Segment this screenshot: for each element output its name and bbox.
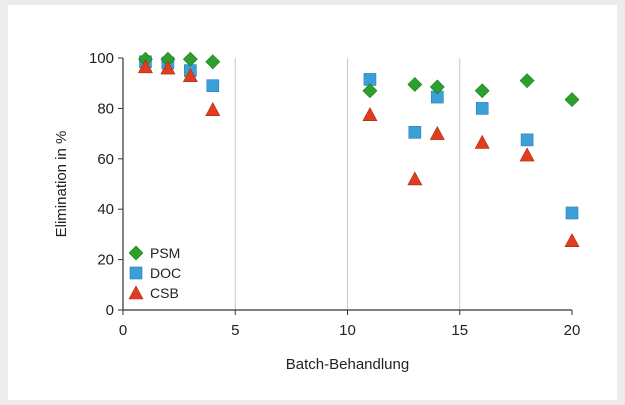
data-point-psm (519, 73, 535, 89)
y-axis-label: Elimination in % (53, 131, 70, 238)
x-tick-label: 5 (231, 322, 239, 339)
y-tick-label: 40 (97, 201, 114, 218)
data-point-csb (519, 147, 535, 162)
data-point-csb (564, 233, 580, 247)
data-point-doc (206, 79, 220, 93)
data-point-psm (429, 79, 445, 95)
data-point-doc (565, 206, 579, 220)
y-tick-label: 60 (97, 151, 114, 168)
legend-marker-doc (129, 266, 143, 280)
data-point-psm (564, 92, 580, 108)
y-tick-label: 0 (106, 302, 114, 319)
data-point-psm (205, 54, 221, 70)
data-point-doc (520, 133, 534, 147)
data-point-csb (407, 171, 423, 186)
legend-label-csb: CSB (150, 285, 179, 301)
series-psm (138, 51, 580, 108)
data-point-csb (182, 68, 198, 82)
legend-marker-psm (128, 245, 144, 261)
x-axis-label: Batch-Behandlung (286, 356, 409, 373)
data-point-psm (407, 77, 423, 92)
data-point-csb (205, 102, 221, 116)
data-point-psm (362, 83, 378, 99)
data-point-csb (137, 59, 153, 74)
legend-label-psm: PSM (150, 245, 180, 261)
chart-frame: 0 20 40 60 80 100 0 5 10 15 20 Batch-Behandlung El… (8, 5, 617, 400)
data-point-psm (474, 83, 490, 99)
x-tick-label: 15 (451, 322, 468, 339)
scatter-chart: 0 20 40 60 80 100 0 5 10 15 20 Batch-Behandlung El… (53, 50, 580, 373)
y-tick-label: 20 (97, 252, 114, 269)
x-tick-label: 0 (119, 322, 127, 339)
x-tick-label: 20 (564, 322, 581, 339)
axis-layer (118, 57, 573, 315)
data-point-psm (182, 51, 198, 67)
series-csb (137, 59, 580, 247)
legend-marker-csb (128, 285, 144, 300)
legend: PSM DOC CSB (128, 245, 181, 301)
data-point-csb (160, 60, 176, 75)
y-tick-label: 80 (97, 100, 114, 117)
legend-label-doc: DOC (150, 265, 181, 281)
data-point-csb (429, 125, 445, 140)
data-point-csb (474, 134, 490, 149)
data-point-doc (475, 102, 489, 115)
grid-layer (123, 58, 572, 310)
y-tick-label: 100 (89, 50, 114, 67)
tick-labels: 0 20 40 60 80 100 0 5 10 15 20 (89, 50, 580, 339)
data-point-doc (408, 126, 422, 139)
data-points (137, 51, 580, 247)
x-tick-label: 10 (339, 322, 356, 339)
data-point-csb (362, 107, 378, 121)
